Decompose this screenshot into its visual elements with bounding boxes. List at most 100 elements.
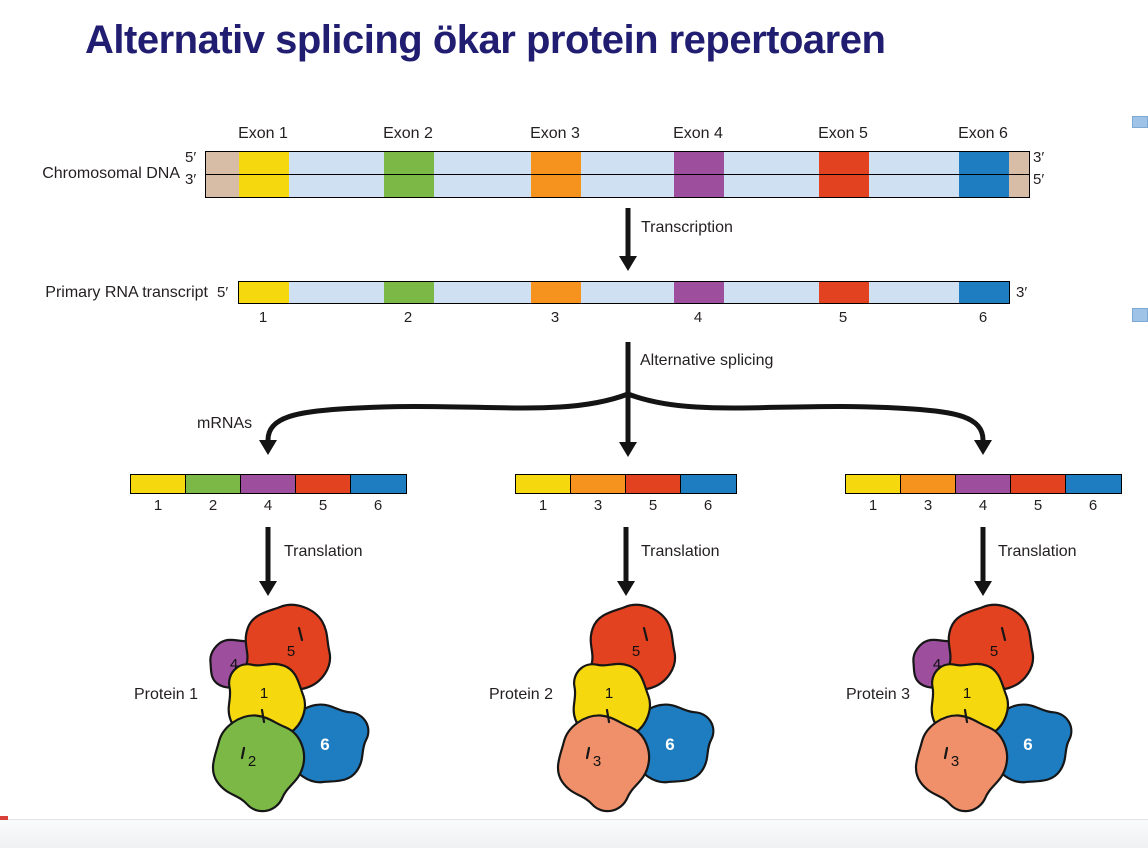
dna-strand-bottom <box>206 174 1029 197</box>
dna-5prime-bottom-right: 5′ <box>1033 171 1045 188</box>
protein-2-label: Protein 2 <box>489 686 554 703</box>
right-edge-marker[interactable] <box>1132 116 1148 128</box>
rna-exon5-segment <box>819 282 869 303</box>
protein-domain-number: 6 <box>320 735 329 754</box>
mrna-exon-segment <box>186 475 241 493</box>
translation-label-center: Translation <box>641 543 720 560</box>
mrna-exon-number: 5 <box>648 497 658 514</box>
protein-domain-number: 5 <box>990 643 998 660</box>
blob-fold-mark <box>585 746 591 760</box>
slide-title: Alternativ splicing ökar protein reperto… <box>85 18 886 62</box>
mrna-exon-segment <box>241 475 296 493</box>
chromosomal-dna-bar <box>205 151 1030 198</box>
protein-domain-number: 6 <box>1023 735 1032 754</box>
protein-domain-number: 3 <box>593 753 601 770</box>
dna-exon1-segment <box>239 152 289 174</box>
rna-exon2-segment <box>384 282 434 303</box>
progress-indicator <box>0 816 8 820</box>
dna-3prime-top-right: 3′ <box>1033 149 1045 166</box>
mrna-exon-number: 4 <box>263 497 273 514</box>
mrna-exon-number: 2 <box>208 497 218 514</box>
dna-end-segment <box>1009 175 1029 197</box>
alternative-splicing-label: Alternative splicing <box>640 352 774 369</box>
mrna-exon-number: 6 <box>373 497 383 514</box>
rna-exon-number: 1 <box>258 309 268 326</box>
blob-fold-mark <box>1000 626 1007 642</box>
protein-domain-number: 5 <box>287 643 295 660</box>
translation-arrow-right <box>974 527 992 596</box>
mrna-2-bar <box>515 474 737 494</box>
mrna-exon-segment <box>571 475 626 493</box>
mrna-exon-segment <box>1066 475 1121 493</box>
blob-fold-mark <box>642 626 649 642</box>
right-edge-marker[interactable] <box>1132 308 1148 322</box>
mrnas-label: mRNAs <box>197 415 253 432</box>
rna-exon-number: 6 <box>978 309 988 326</box>
rna-exon-number: 3 <box>550 309 560 326</box>
mrna-exon-number: 6 <box>703 497 713 514</box>
protein-domain3-blob <box>905 698 1023 813</box>
protein-domain-number: 3 <box>951 753 959 770</box>
protein-domain-number: 1 <box>963 685 971 702</box>
protein-domain-number: 4 <box>230 656 238 673</box>
translation-arrow-left <box>259 527 277 596</box>
mrna-exon-segment <box>1011 475 1066 493</box>
mrna-exon-number: 1 <box>868 497 878 514</box>
dna-end-segment <box>206 175 239 197</box>
dna-exon5-segment <box>819 175 869 197</box>
rna-exon6-segment <box>959 282 1009 303</box>
mrna-exon-number: 5 <box>318 497 328 514</box>
primary-rna-label: Primary RNA transcript <box>45 284 208 301</box>
dna-exon4-segment <box>674 175 724 197</box>
bottom-control-bar <box>0 819 1148 848</box>
protein-2-structure: 5 1 3 6 <box>547 598 722 813</box>
exon-label-5: Exon 5 <box>818 125 868 142</box>
protein-domain3-blob <box>547 698 665 813</box>
rna-exon3-segment <box>531 282 581 303</box>
blob-fold-mark <box>260 708 266 724</box>
mrna-exon-number: 4 <box>978 497 988 514</box>
dna-5prime-top-left: 5′ <box>185 149 197 166</box>
mrna-exon-segment <box>956 475 1011 493</box>
dna-exon2-segment <box>384 175 434 197</box>
rna-exon1-segment <box>239 282 289 303</box>
blob-fold-mark <box>605 708 611 724</box>
primary-rna-bar <box>238 281 1010 304</box>
mrna-exon-number: 3 <box>923 497 933 514</box>
protein-domain-number: 2 <box>248 753 256 770</box>
protein-3-label: Protein 3 <box>846 686 911 703</box>
dna-strand-top <box>206 152 1029 174</box>
rna-exon-number: 4 <box>693 309 703 326</box>
dna-exon5-segment <box>819 152 869 174</box>
exon-label-4: Exon 4 <box>673 125 723 142</box>
mrna-exon-segment <box>351 475 406 493</box>
mrna-exon-number: 1 <box>538 497 548 514</box>
protein-1-structure: 4 5 1 2 6 <box>202 598 377 813</box>
dna-exon2-segment <box>384 152 434 174</box>
splice-branch-right-arrow <box>627 391 992 455</box>
blob-fold-mark <box>943 746 949 760</box>
dna-end-segment <box>206 152 239 174</box>
chromosomal-dna-label: Chromosomal DNA <box>42 165 180 182</box>
exon-label-2: Exon 2 <box>383 125 433 142</box>
blob-fold-mark <box>963 708 969 724</box>
mrna-exon-segment <box>846 475 901 493</box>
protein-1-label: Protein 1 <box>134 686 199 703</box>
alternative-splicing-arrow <box>619 342 637 457</box>
dna-exon3-segment <box>531 175 581 197</box>
mrna-exon-segment <box>681 475 736 493</box>
protein-domain-number: 1 <box>605 685 613 702</box>
translation-label-left: Translation <box>284 543 363 560</box>
blob-fold-mark <box>297 626 304 642</box>
protein-domain-number: 1 <box>260 685 268 702</box>
exon-label-3: Exon 3 <box>530 125 580 142</box>
mrna-exon-number: 5 <box>1033 497 1043 514</box>
blob-fold-mark <box>240 746 246 760</box>
exon-label-6: Exon 6 <box>958 125 1008 142</box>
dna-exon6-segment <box>959 175 1009 197</box>
mrna-exon-segment <box>901 475 956 493</box>
rna-3prime: 3′ <box>1016 284 1028 301</box>
mrna-exon-number: 1 <box>153 497 163 514</box>
transcription-label: Transcription <box>641 219 733 236</box>
